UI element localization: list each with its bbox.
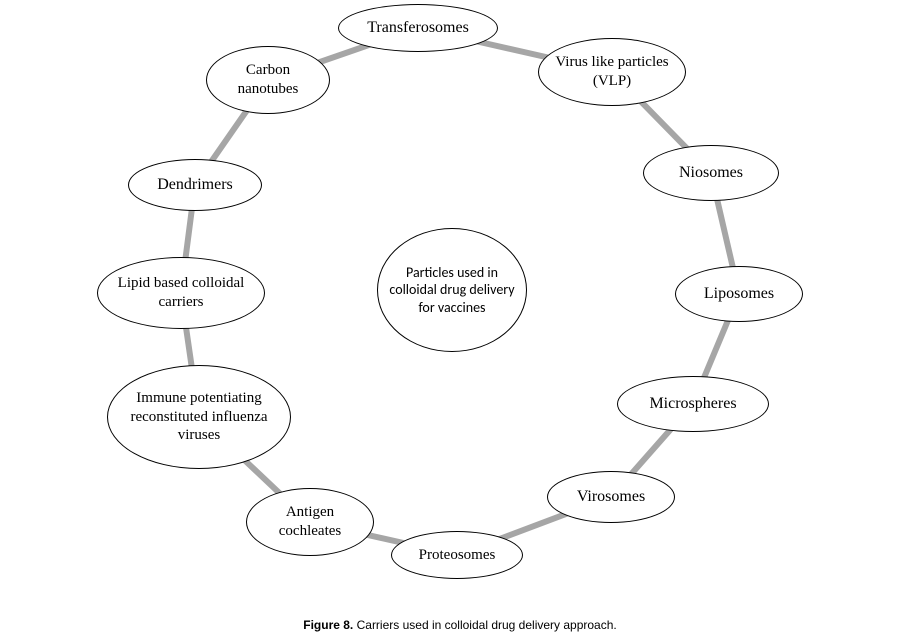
caption-prefix: Figure 8. [303,618,353,632]
node-label: Immune potentiating reconstituted influe… [116,389,282,445]
node-dendrimers: Dendrimers [128,159,262,211]
node-label: Carbon nanotubes [215,61,321,99]
node-label: Dendrimers [157,175,233,195]
node-transferosomes: Transferosomes [338,4,498,52]
node-virosomes: Virosomes [547,471,675,523]
node-label: Virus like particles (VLP) [547,53,677,91]
node-label: Particles used in colloidal drug deliver… [386,264,518,317]
node-label: Transferosomes [367,18,469,38]
node-label: Lipid based colloidal carriers [106,274,256,312]
node-label: Niosomes [679,163,743,183]
node-label: Antigen cochleates [255,503,365,541]
node-microspheres: Microspheres [617,376,769,432]
node-label: Liposomes [704,284,774,304]
node-carbon-nanotubes: Carbon nanotubes [206,46,330,114]
node-liposomes: Liposomes [675,266,803,322]
node-antigen-cochleates: Antigen cochleates [246,488,374,556]
figure-caption: Figure 8. Carriers used in colloidal dru… [0,618,920,632]
node-center: Particles used in colloidal drug deliver… [377,228,527,352]
node-label: Microspheres [649,394,736,414]
diagram-canvas: Transferosomes Virus like particles (VLP)… [0,0,920,600]
node-label: Virosomes [577,487,645,507]
node-proteosomes: Proteosomes [391,531,523,579]
node-label: Proteosomes [419,546,496,565]
node-lipid-carriers: Lipid based colloidal carriers [97,257,265,329]
caption-text: Carriers used in colloidal drug delivery… [353,618,616,632]
node-niosomes: Niosomes [643,145,779,201]
node-iriiv: Immune potentiating reconstituted influe… [107,365,291,469]
node-vlp: Virus like particles (VLP) [538,38,686,106]
